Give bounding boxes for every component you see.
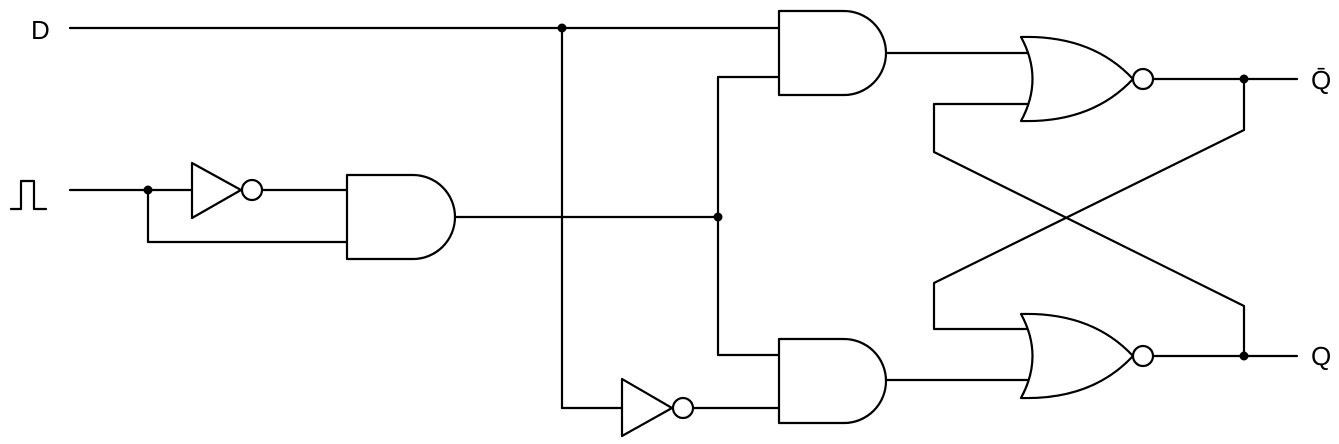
not-gate-d-bubble — [671, 396, 695, 420]
junction-d — [557, 23, 567, 33]
and-gate-pulse — [345, 173, 457, 261]
and-gate-bottom — [777, 337, 888, 425]
q-bar-output-label: Q̄ — [1311, 65, 1331, 95]
not-gate-clock — [190, 161, 243, 220]
junction-enable — [713, 212, 723, 222]
nor-gate-top-bubble — [1131, 67, 1155, 91]
q-output-label: Q — [1311, 341, 1331, 371]
not-gate-clock-bubble — [240, 178, 264, 202]
clock-pulse-icon — [9, 179, 48, 211]
junction-q-bar — [1239, 74, 1249, 84]
nor-gate-bottom — [1019, 312, 1135, 400]
wire-enable-vertical — [716, 75, 781, 357]
nor-gate-bottom-bubble — [1131, 344, 1155, 368]
junction-clock — [143, 185, 153, 195]
junction-q — [1239, 351, 1249, 361]
nor-gate-top — [1019, 35, 1135, 123]
wire-feedback-bottom — [932, 77, 1246, 331]
wire-clock-bypass — [146, 188, 349, 244]
wire-feedback-top — [932, 102, 1246, 358]
and-gate-top — [777, 9, 888, 97]
not-gate-d — [620, 377, 674, 438]
d-input-label: D — [31, 15, 50, 45]
